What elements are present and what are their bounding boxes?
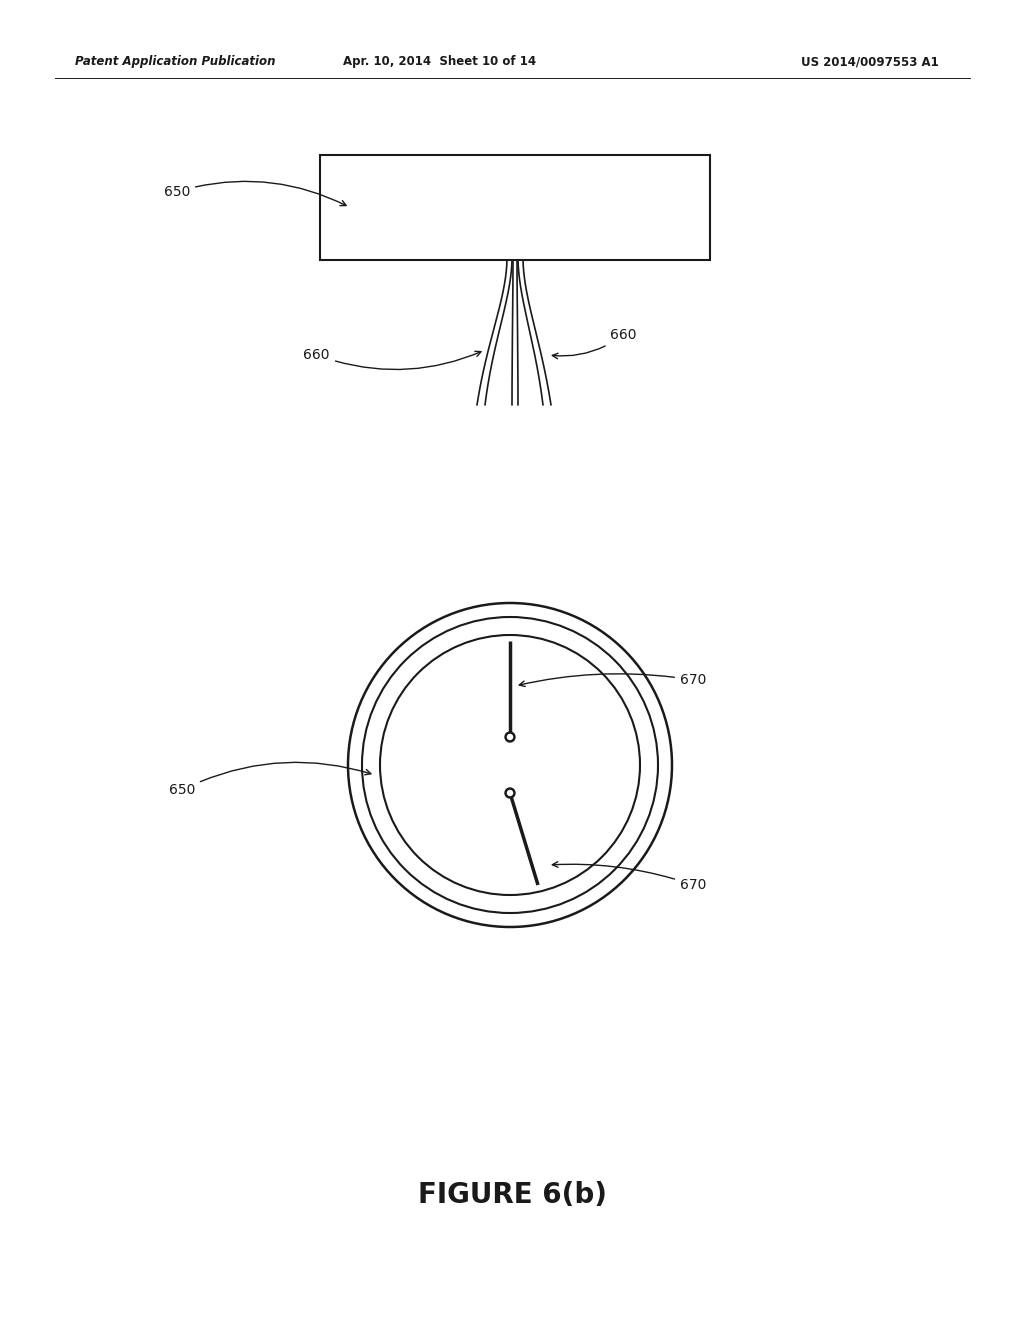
Circle shape (505, 788, 515, 799)
Text: 660: 660 (303, 348, 481, 370)
Text: FIGURE 6(b): FIGURE 6(b) (418, 1181, 606, 1209)
Text: 650: 650 (169, 763, 371, 797)
Circle shape (505, 733, 515, 742)
Text: 670: 670 (552, 862, 707, 892)
Text: 650: 650 (164, 181, 346, 206)
Text: 670: 670 (519, 673, 707, 686)
Text: Patent Application Publication: Patent Application Publication (75, 55, 275, 69)
Circle shape (508, 791, 512, 796)
Text: 660: 660 (552, 327, 637, 359)
Bar (319, 154, 710, 260)
Text: Apr. 10, 2014  Sheet 10 of 14: Apr. 10, 2014 Sheet 10 of 14 (343, 55, 537, 69)
Text: US 2014/0097553 A1: US 2014/0097553 A1 (801, 55, 939, 69)
Circle shape (508, 734, 512, 739)
